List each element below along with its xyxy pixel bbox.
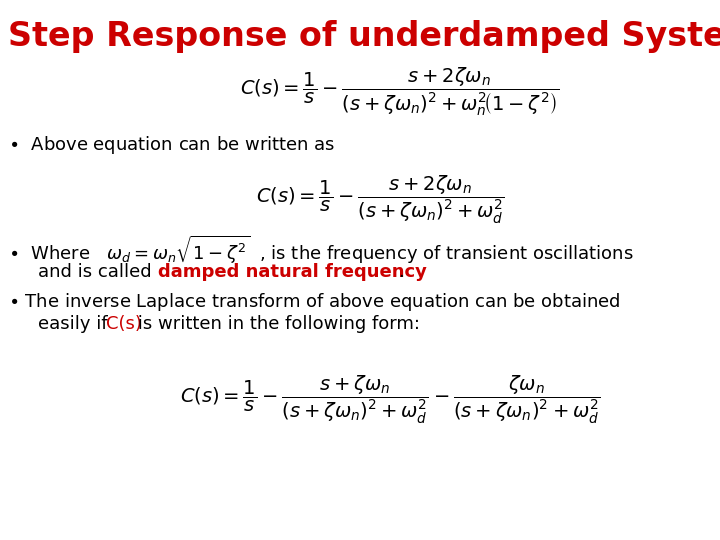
Text: $\bullet$  Above equation can be written as: $\bullet$ Above equation can be written …	[8, 134, 336, 156]
Text: $C(s) = \dfrac{1}{s} - \dfrac{s + \zeta\omega_n}{\left(s + \zeta\omega_n\right)^: $C(s) = \dfrac{1}{s} - \dfrac{s + \zeta\…	[180, 374, 600, 426]
Text: is written in the following form:: is written in the following form:	[132, 315, 420, 333]
Text: and is called: and is called	[38, 263, 158, 281]
Text: $\bullet$ The inverse Laplace transform of above equation can be obtained: $\bullet$ The inverse Laplace transform …	[8, 291, 621, 313]
Text: $\bullet$  Where   $\omega_d = \omega_n\sqrt{1-\zeta^2}$  , is the frequency of : $\bullet$ Where $\omega_d = \omega_n\sqr…	[8, 234, 634, 266]
Text: $C(s) = \dfrac{1}{s} - \dfrac{s + 2\zeta\omega_n}{\left(s + \zeta\omega_n\right): $C(s) = \dfrac{1}{s} - \dfrac{s + 2\zeta…	[256, 174, 505, 226]
Text: $C(s) = \dfrac{1}{s} - \dfrac{s + 2\zeta\omega_n}{\left(s + \zeta\omega_n\right): $C(s) = \dfrac{1}{s} - \dfrac{s + 2\zeta…	[240, 66, 559, 118]
Text: C(s): C(s)	[106, 315, 142, 333]
Text: damped natural frequency: damped natural frequency	[158, 263, 427, 281]
Text: .: .	[398, 263, 404, 281]
Text: easily if: easily if	[38, 315, 113, 333]
Text: Step Response of underdamped System: Step Response of underdamped System	[8, 20, 720, 53]
